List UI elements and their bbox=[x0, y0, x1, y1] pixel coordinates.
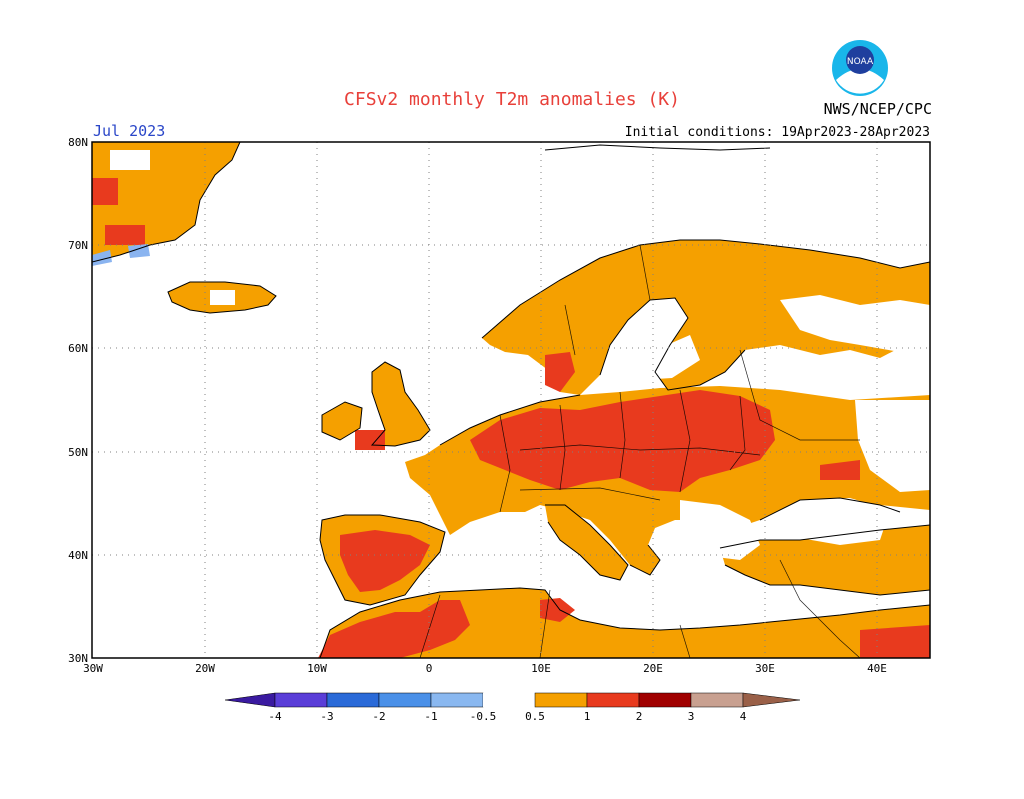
graticule bbox=[92, 142, 930, 658]
lat-label: 60N bbox=[68, 342, 88, 355]
lon-label: 30W bbox=[83, 662, 103, 675]
colorbar-label: -0.5 bbox=[470, 710, 497, 723]
colorbar-segment bbox=[638, 692, 692, 708]
colorbar-label: 3 bbox=[688, 710, 695, 723]
lon-label: 10W bbox=[307, 662, 327, 675]
colorbar-label: 4 bbox=[740, 710, 747, 723]
lat-label: 40N bbox=[68, 549, 88, 562]
anomaly-field-cool bbox=[92, 244, 150, 266]
colorbar-segment bbox=[690, 692, 744, 708]
lat-label: 70N bbox=[68, 239, 88, 252]
noaa-logo-icon: NOAA bbox=[832, 40, 888, 96]
plot-frame bbox=[91, 141, 931, 659]
colorbar-segment bbox=[274, 692, 328, 708]
lon-label: 40E bbox=[867, 662, 887, 675]
lon-label: 20E bbox=[643, 662, 663, 675]
lat-label: 30N bbox=[68, 652, 88, 665]
lon-label: 0 bbox=[426, 662, 433, 675]
map-title: CFSv2 monthly T2m anomalies (K) bbox=[344, 89, 680, 110]
lat-axis: 80N 70N 60N 50N 40N 30N bbox=[68, 136, 88, 665]
colorbar-arrow-low bbox=[224, 692, 276, 708]
near-zero-areas bbox=[110, 150, 930, 560]
plot-area bbox=[92, 142, 930, 658]
initial-conditions: Initial conditions: 19Apr2023-28Apr2023 bbox=[625, 125, 930, 140]
colorbar-segment bbox=[326, 692, 380, 708]
colorbar-label: -3 bbox=[320, 710, 333, 723]
colorbar-label: 1 bbox=[584, 710, 591, 723]
agency-label: NWS/NCEP/CPC bbox=[824, 100, 932, 118]
lon-label: 20W bbox=[195, 662, 215, 675]
colorbar-segment bbox=[378, 692, 432, 708]
colorbar-legend: -4 -3 -2 -1 -0.5 0.5 1 2 3 4 bbox=[224, 692, 801, 723]
colorbar-segment bbox=[586, 692, 640, 708]
colorbar-segment bbox=[430, 692, 484, 708]
lon-label: 10E bbox=[531, 662, 551, 675]
colorbar-label: 0.5 bbox=[525, 710, 545, 723]
colorbar-label: 2 bbox=[636, 710, 643, 723]
colorbar-segment bbox=[534, 692, 588, 708]
colorbar-label: -4 bbox=[268, 710, 282, 723]
svg-text:NOAA: NOAA bbox=[847, 57, 874, 67]
colorbar-label: -2 bbox=[372, 710, 385, 723]
colorbar-arrow-high bbox=[742, 692, 801, 708]
lat-label: 80N bbox=[68, 136, 88, 149]
anomaly-field-1-2 bbox=[92, 178, 930, 658]
lon-label: 30E bbox=[755, 662, 775, 675]
colorbar-label: -1 bbox=[424, 710, 437, 723]
lon-axis: 30W 20W 10W 0 10E 20E 30E 40E bbox=[83, 662, 887, 675]
borders bbox=[419, 244, 861, 658]
forecast-month: Jul 2023 bbox=[93, 122, 165, 140]
lat-label: 50N bbox=[68, 446, 88, 459]
coastlines bbox=[92, 142, 930, 658]
colorbar-segment bbox=[483, 693, 535, 707]
